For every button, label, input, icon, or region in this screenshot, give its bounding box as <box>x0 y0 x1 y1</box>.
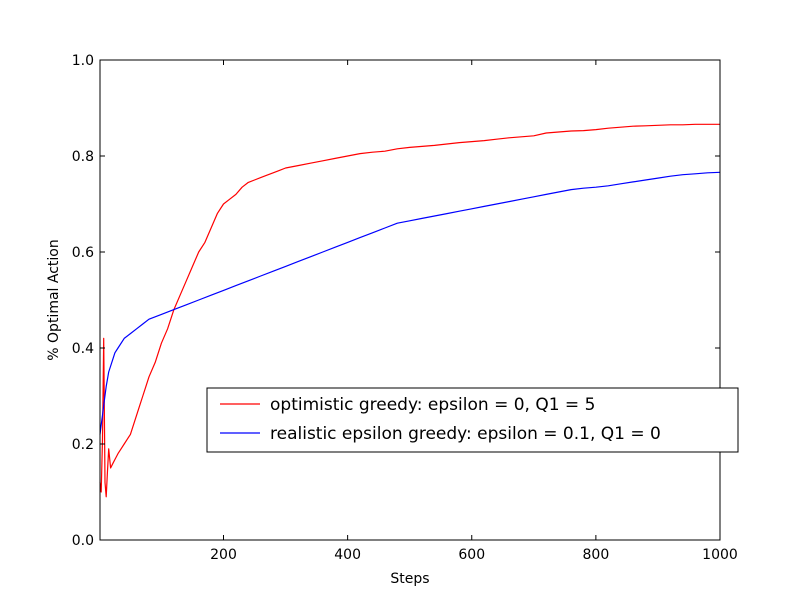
x-tick-label: 600 <box>458 547 485 563</box>
tick-layer: 200 400 600 800 1000 0.0 0.2 0.4 0.6 0.8 1.0 <box>72 53 738 563</box>
y-tick-label: 1.0 <box>72 53 94 69</box>
y-tick-label: 0.6 <box>72 245 94 261</box>
series-layer <box>99 123 721 498</box>
x-tick-label: 400 <box>334 547 361 563</box>
plot-frame <box>99 59 721 541</box>
y-tick-label: 0.4 <box>72 341 94 357</box>
legend-label-optimistic: optimistic greedy: epsilon = 0, Q1 = 5 <box>270 395 595 415</box>
legend-box <box>206 387 739 453</box>
series-line-1 <box>99 171 721 435</box>
y-axis-label: % Optimal Action <box>46 239 62 360</box>
x-tick-label: 800 <box>583 547 610 563</box>
x-axis-label: Steps <box>390 571 429 587</box>
x-tick-label: 1000 <box>702 547 738 563</box>
legend: optimistic greedy: epsilon = 0, Q1 = 5 r… <box>206 387 739 453</box>
y-tick-label: 0.2 <box>72 437 94 453</box>
series-line-0 <box>99 123 720 498</box>
y-tick-label: 0.0 <box>72 533 94 549</box>
y-tick-label: 0.8 <box>72 149 94 165</box>
x-tick-label: 200 <box>210 547 237 563</box>
legend-label-realistic: realistic epsilon greedy: epsilon = 0.1,… <box>270 424 661 444</box>
